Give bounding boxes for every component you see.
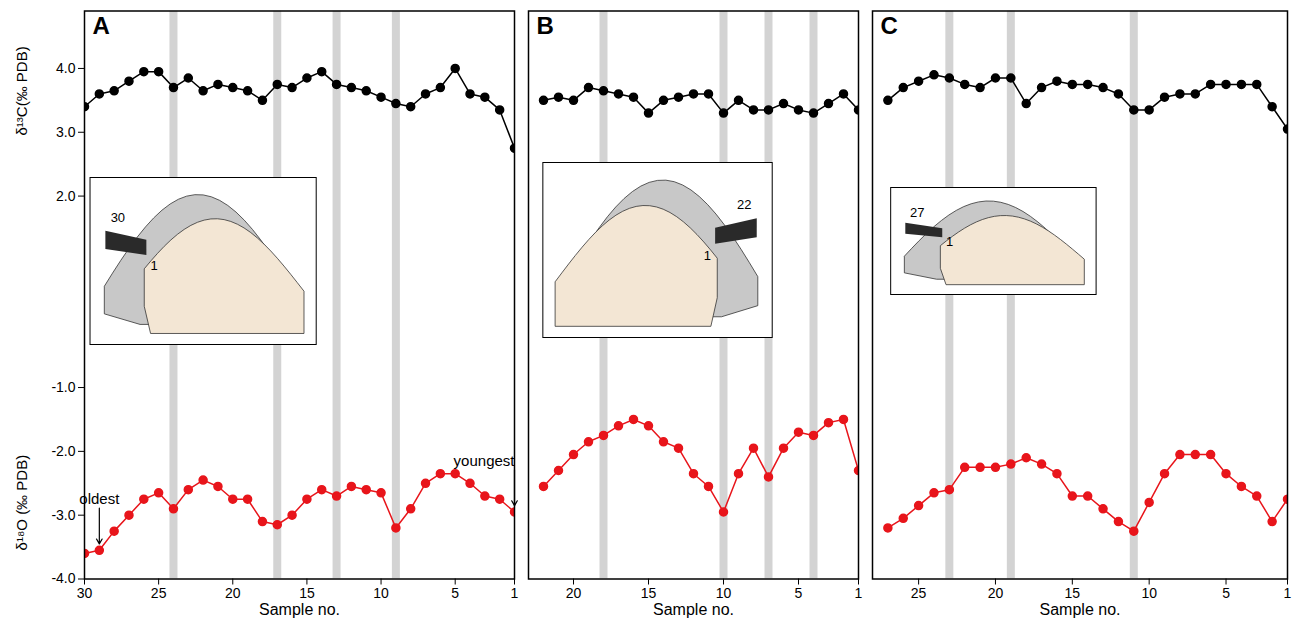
svg-text:1: 1 xyxy=(151,258,158,273)
svg-text:A: A xyxy=(93,12,110,39)
svg-text:oldest: oldest xyxy=(79,490,120,507)
svg-text:1: 1 xyxy=(946,234,953,249)
svg-text:youngest: youngest xyxy=(454,452,516,469)
svg-text:Sample no.: Sample no. xyxy=(653,601,734,618)
svg-text:5: 5 xyxy=(1222,585,1230,601)
svg-text:10: 10 xyxy=(716,585,732,601)
svg-text:1: 1 xyxy=(855,585,863,601)
svg-text:10: 10 xyxy=(373,585,389,601)
svg-text:Sample no.: Sample no. xyxy=(259,601,340,618)
svg-text:30: 30 xyxy=(77,585,93,601)
svg-text:B: B xyxy=(537,12,554,39)
svg-text:-3.0: -3.0 xyxy=(51,507,75,523)
svg-text:10: 10 xyxy=(1141,585,1157,601)
svg-text:1: 1 xyxy=(511,585,519,601)
svg-text:20: 20 xyxy=(566,585,582,601)
svg-text:15: 15 xyxy=(1065,585,1081,601)
svg-text:20: 20 xyxy=(225,585,241,601)
svg-text:-4.0: -4.0 xyxy=(51,570,75,586)
svg-text:20: 20 xyxy=(988,585,1004,601)
svg-text:4.0: 4.0 xyxy=(56,60,76,76)
svg-text:5: 5 xyxy=(795,585,803,601)
svg-text:3.0: 3.0 xyxy=(56,124,76,140)
svg-text:30: 30 xyxy=(111,210,125,225)
svg-text:2.0: 2.0 xyxy=(56,188,76,204)
svg-text:27: 27 xyxy=(910,205,924,220)
svg-text:1: 1 xyxy=(1284,585,1292,601)
svg-text:C: C xyxy=(881,12,898,39)
svg-text:22: 22 xyxy=(737,197,751,212)
svg-text:1: 1 xyxy=(704,248,711,263)
svg-text:5: 5 xyxy=(451,585,459,601)
svg-text:15: 15 xyxy=(299,585,315,601)
svg-text:δ¹³C(‰ PDB): δ¹³C(‰ PDB) xyxy=(13,46,30,135)
svg-text:Sample no.: Sample no. xyxy=(1040,601,1121,618)
svg-text:15: 15 xyxy=(641,585,657,601)
svg-text:-1.0: -1.0 xyxy=(51,379,75,395)
svg-text:δ¹⁸O (‰ PDB): δ¹⁸O (‰ PDB) xyxy=(13,455,30,551)
svg-text:-2.0: -2.0 xyxy=(51,443,75,459)
svg-text:25: 25 xyxy=(911,585,927,601)
svg-text:25: 25 xyxy=(151,585,167,601)
